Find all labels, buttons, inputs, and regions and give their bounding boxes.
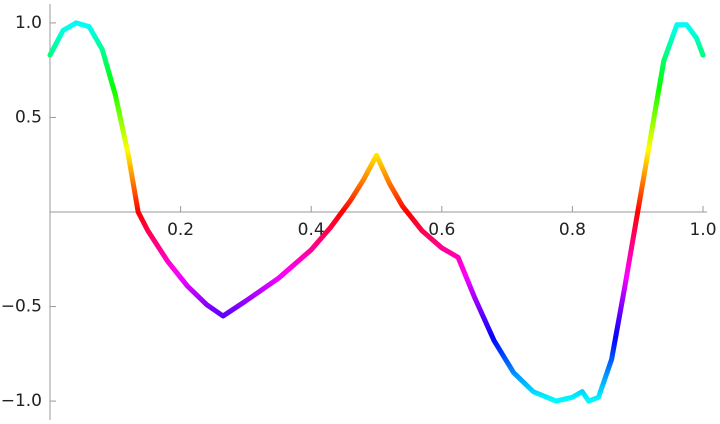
y-tick-label: −0.5 — [1, 297, 42, 317]
y-tick-label: 1.0 — [15, 13, 42, 33]
curve — [47, 20, 706, 404]
y-tick-label: −1.0 — [1, 391, 42, 411]
x-tick-label: 0.8 — [559, 220, 586, 240]
x-tick-label: 0.2 — [167, 220, 194, 240]
x-tick-label: 0.4 — [298, 220, 325, 240]
x-tick-label: 1.0 — [689, 220, 716, 240]
x-tick-label: 0.6 — [428, 220, 455, 240]
y-tick-label: 0.5 — [15, 107, 42, 127]
